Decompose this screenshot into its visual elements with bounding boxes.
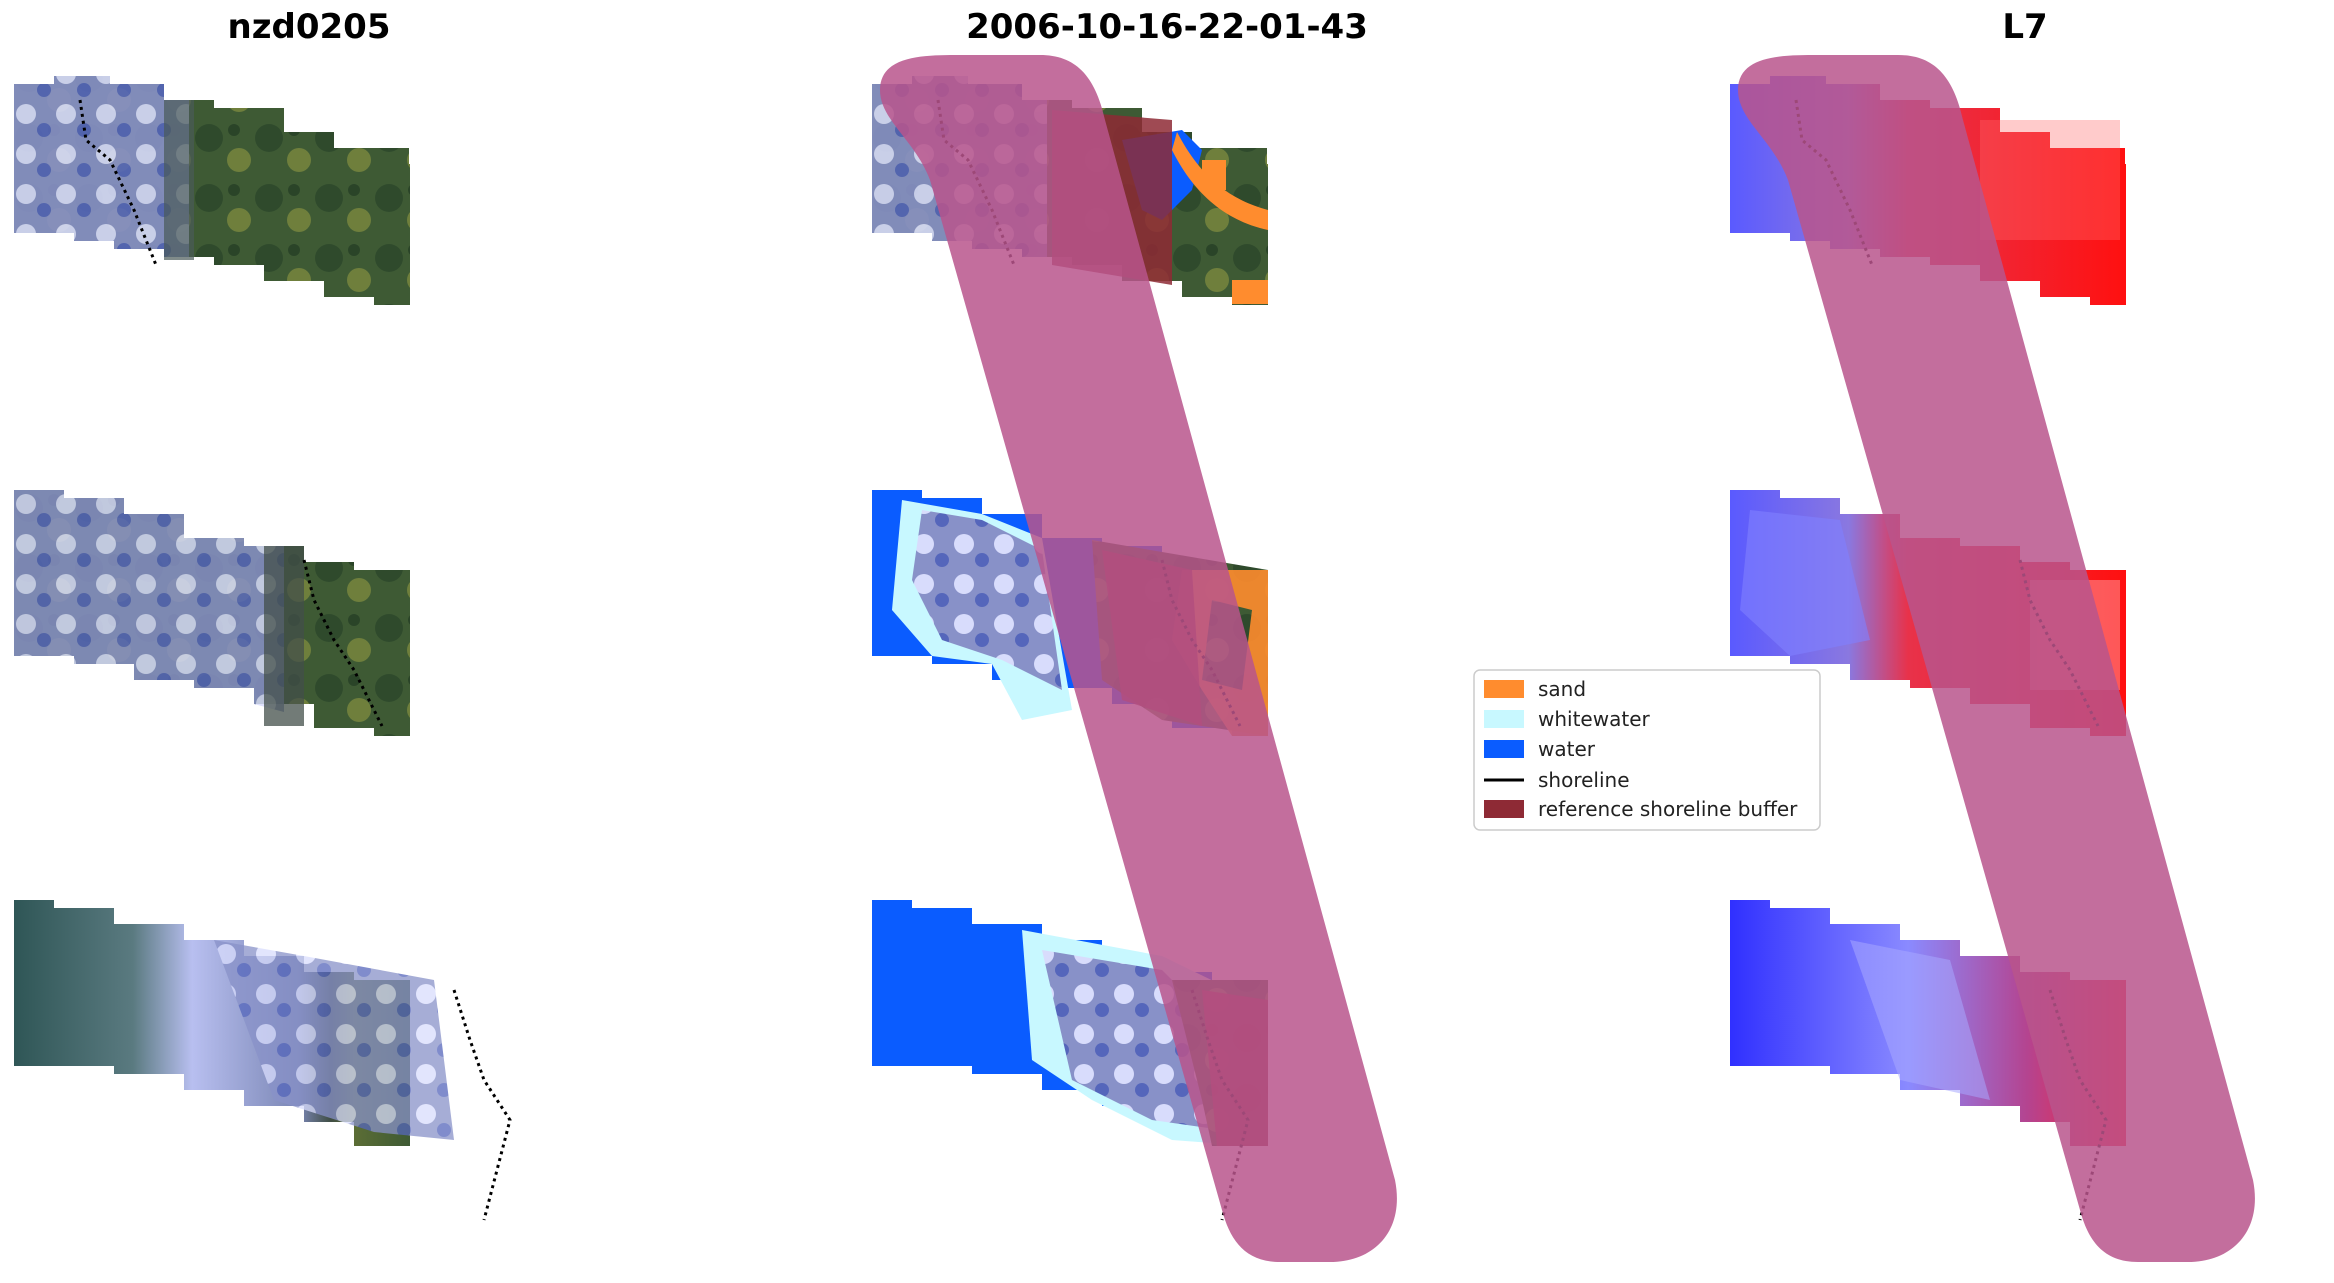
legend-item-sand: sand: [1484, 677, 1586, 701]
legend-label-sand: sand: [1538, 677, 1586, 701]
legend-item-water: water: [1484, 737, 1596, 761]
legend-item-reference-shoreline-buffer: reference shoreline buffer: [1484, 797, 1798, 821]
legend: sand whitewater water shoreline referenc…: [1473, 669, 1821, 831]
panel-title-right: L7: [2002, 7, 2047, 47]
legend-item-whitewater: whitewater: [1484, 707, 1650, 731]
rgb-tile-2: [14, 490, 410, 736]
rgb-image-panel: [14, 76, 512, 1221]
legend-label-buffer: reference shoreline buffer: [1538, 797, 1798, 821]
legend-frame: [1473, 669, 1821, 831]
shoreline: [78, 99, 158, 266]
classified-image-panel: [872, 55, 1397, 1262]
legend-swatch-sand: [1484, 680, 1524, 698]
shoreline: [452, 989, 512, 1221]
legend-label-shoreline: shoreline: [1538, 768, 1630, 792]
transect-buffer-band-right: [1738, 55, 2255, 1262]
shoreline: [302, 559, 384, 727]
transect-buffer-band: [880, 55, 1397, 1262]
rgb-tile-3: [14, 900, 512, 1221]
legend-swatch-water: [1484, 740, 1524, 758]
legend-label-water: water: [1538, 737, 1596, 761]
legend-label-whitewater: whitewater: [1538, 707, 1650, 731]
legend-swatch-buffer: [1484, 800, 1524, 818]
rgb-tile-1: [14, 76, 410, 305]
panel-title-left: nzd0205: [228, 7, 391, 47]
panel-title-center: 2006-10-16-22-01-43: [966, 7, 1368, 47]
index-image-panel: [1730, 55, 2255, 1262]
legend-item-shoreline: shoreline: [1484, 768, 1630, 792]
legend-swatch-whitewater: [1484, 710, 1524, 728]
